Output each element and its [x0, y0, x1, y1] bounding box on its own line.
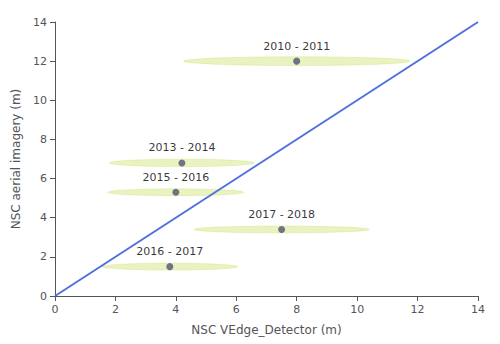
svg-text:NSC VEdge_Detector (m): NSC VEdge_Detector (m): [191, 323, 341, 337]
svg-text:2010 - 2011: 2010 - 2011: [263, 40, 330, 53]
svg-text:10: 10: [350, 303, 364, 316]
svg-text:2017 - 2018: 2017 - 2018: [248, 208, 315, 221]
svg-text:2013 - 2014: 2013 - 2014: [148, 141, 215, 154]
svg-text:12: 12: [411, 303, 425, 316]
svg-text:12: 12: [33, 55, 47, 68]
svg-text:0: 0: [52, 303, 59, 316]
svg-text:4: 4: [172, 303, 179, 316]
svg-text:10: 10: [33, 94, 47, 107]
svg-text:14: 14: [471, 303, 485, 316]
svg-text:2: 2: [112, 303, 119, 316]
svg-text:2016 - 2017: 2016 - 2017: [136, 245, 203, 258]
svg-text:2015 - 2016: 2015 - 2016: [142, 171, 209, 184]
svg-text:2: 2: [40, 250, 47, 263]
svg-text:8: 8: [40, 133, 47, 146]
svg-text:0: 0: [40, 290, 47, 303]
svg-text:NSC aerial imagery (m): NSC aerial imagery (m): [9, 89, 23, 230]
svg-text:8: 8: [293, 303, 300, 316]
svg-text:14: 14: [33, 16, 47, 29]
svg-text:6: 6: [40, 172, 47, 185]
svg-text:4: 4: [40, 211, 47, 224]
svg-text:6: 6: [233, 303, 240, 316]
